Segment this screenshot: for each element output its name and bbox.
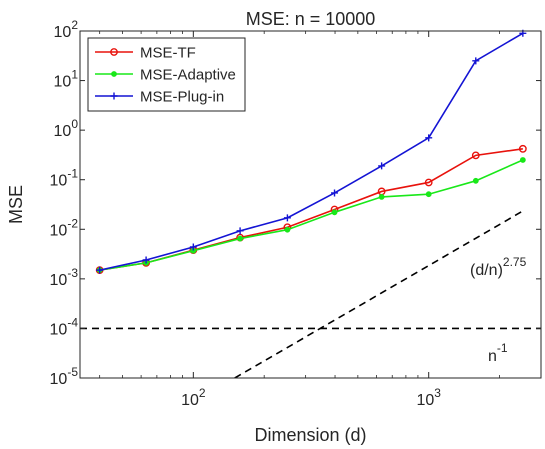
- y-tick-label-6: 101: [54, 68, 79, 91]
- plot-frame: [79, 30, 542, 379]
- point-mse-adaptive-5: [331, 209, 338, 216]
- point-mse-adaptive-6: [378, 194, 385, 200]
- axis-ticks: 10-5 10-4 10-3 10-2 10-1 100 101 102 102 103: [50, 18, 542, 409]
- x-axis-label: Dimension (d): [254, 425, 366, 445]
- point-mse-adaptive-7: [425, 191, 432, 198]
- point-mse-tf-7: [424, 178, 433, 187]
- point-mse-adaptive-4: [284, 226, 291, 233]
- legend-label-mse-adaptive: MSE-Adaptive: [140, 67, 236, 84]
- series-line-mse-adaptive: [99, 159, 524, 271]
- series-line-mse-plug-in: [99, 32, 524, 271]
- point-mse-adaptive-9: [519, 157, 526, 163]
- ref-label-inverse: n-1: [488, 341, 508, 365]
- point-mse-tf-8: [471, 151, 480, 160]
- y-tick-label-4: 10-1: [50, 167, 79, 190]
- point-mse-plug-in-7: [425, 134, 433, 142]
- y-tick-label-7: 102: [54, 18, 79, 41]
- x-tick-label-1: 103: [416, 386, 441, 409]
- point-mse-adaptive-3: [237, 235, 243, 242]
- reference-line-power: [234, 210, 524, 378]
- legend-label-mse-plug-in: MSE-Plug-in: [140, 89, 224, 106]
- y-tick-label-1: 10-4: [50, 315, 79, 338]
- chart-title: MSE: n = 10000: [246, 9, 376, 29]
- point-mse-adaptive-8: [472, 177, 479, 184]
- y-tick-label-3: 10-2: [50, 216, 79, 239]
- y-tick-label-2: 10-3: [50, 266, 79, 289]
- legend-marker-mse-tf: [110, 48, 118, 56]
- legend-marker-mse-plug-in: [110, 92, 118, 100]
- legend-label-mse-tf: MSE-TF: [140, 45, 196, 62]
- point-mse-plug-in-2: [189, 243, 197, 251]
- point-mse-plug-in-8: [472, 57, 480, 65]
- y-tick-label-5: 100: [54, 117, 79, 140]
- point-mse-plug-in-5: [331, 189, 339, 197]
- x-tick-label-0: 102: [181, 386, 206, 409]
- legend: MSE-TF MSE-Adaptive MSE-Plug-in: [87, 37, 246, 112]
- y-tick-label-0: 10-5: [50, 365, 79, 388]
- ref-label-power: (d/n)2.75: [470, 255, 527, 279]
- reference-lines: [80, 210, 541, 378]
- y-axis-label: MSE: [6, 185, 26, 224]
- point-mse-plug-in-1: [142, 256, 150, 264]
- point-mse-plug-in-4: [283, 214, 291, 222]
- point-mse-plug-in-0: [96, 266, 104, 274]
- point-mse-plug-in-6: [378, 162, 386, 170]
- legend-marker-mse-adaptive: [111, 71, 117, 77]
- series-mse-plug-in: [96, 29, 527, 274]
- series-layer: [95, 29, 527, 275]
- point-mse-tf-9: [518, 144, 527, 153]
- point-mse-plug-in-3: [236, 227, 244, 235]
